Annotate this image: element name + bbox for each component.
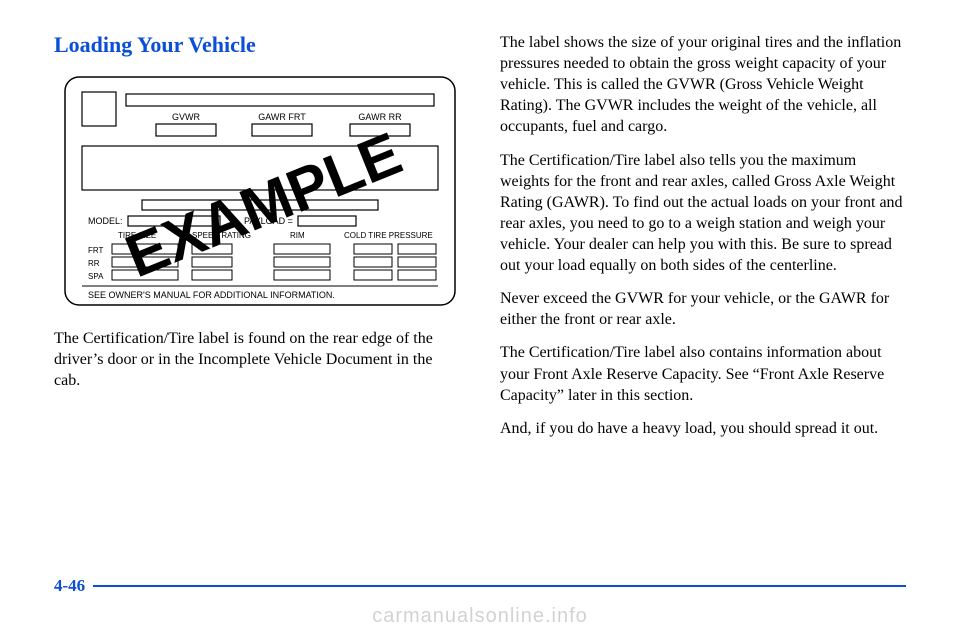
svg-text:RIM: RIM xyxy=(290,231,305,240)
footer-rule xyxy=(93,585,906,587)
section-heading: Loading Your Vehicle xyxy=(54,32,460,58)
para-spread-load: And, if you do have a heavy load, you sh… xyxy=(500,418,906,439)
svg-text:GVWR: GVWR xyxy=(172,112,200,122)
svg-text:MODEL:: MODEL: xyxy=(88,216,123,226)
figure-caption: The Certification/Tire label is found on… xyxy=(54,328,460,391)
para-never-exceed: Never exceed the GVWR for your vehicle, … xyxy=(500,288,906,330)
para-gvwr-intro: The label shows the size of your origina… xyxy=(500,32,906,138)
page-number: 4-46 xyxy=(54,576,85,596)
svg-text:COLD TIRE PRESSURE: COLD TIRE PRESSURE xyxy=(344,231,433,240)
svg-text:FRT: FRT xyxy=(88,246,104,255)
svg-text:SEE OWNER'S MANUAL FOR ADDITIO: SEE OWNER'S MANUAL FOR ADDITIONAL INFORM… xyxy=(88,290,335,300)
certification-label-figure: GVWR GAWR FRT GAWR RR MODEL: PAYLOAD = xyxy=(64,76,460,306)
svg-text:RR: RR xyxy=(88,259,100,268)
svg-text:SPA: SPA xyxy=(88,272,104,281)
svg-text:GAWR FRT: GAWR FRT xyxy=(258,112,306,122)
para-front-axle-reserve: The Certification/Tire label also contai… xyxy=(500,342,906,405)
page-footer-bar: 4-46 xyxy=(54,576,906,596)
watermark-text: carmanualsonline.info xyxy=(0,605,960,628)
para-gawr: The Certification/Tire label also tells … xyxy=(500,150,906,277)
